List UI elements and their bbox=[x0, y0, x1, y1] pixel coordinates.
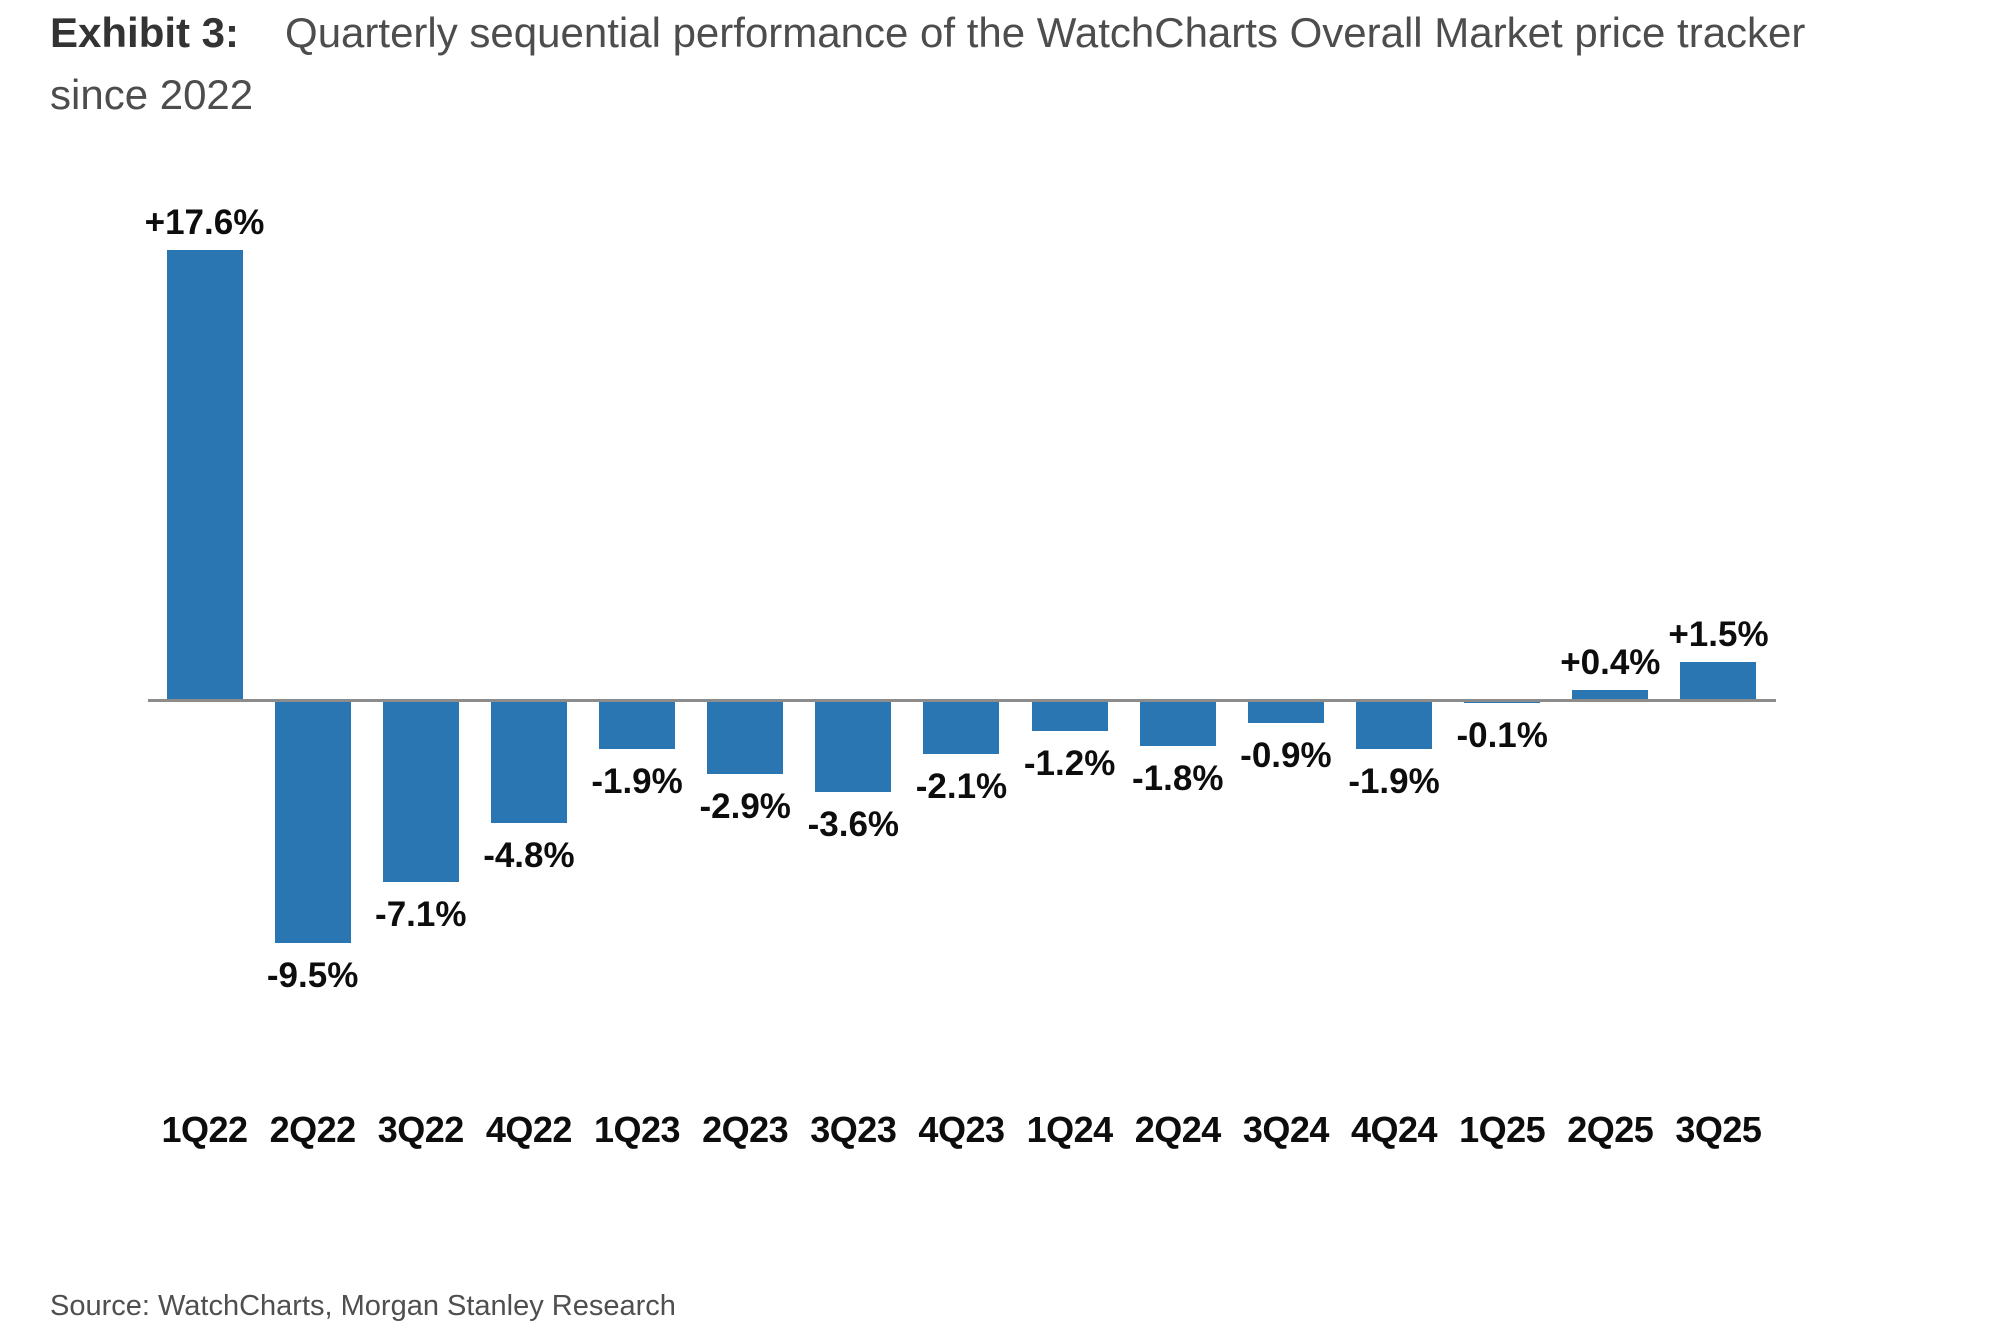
bar bbox=[599, 700, 676, 749]
bar-value-label: -1.9% bbox=[1348, 761, 1440, 801]
source-note: Source: WatchCharts, Morgan Stanley Rese… bbox=[50, 1290, 676, 1322]
bar bbox=[274, 700, 351, 943]
bar-value-label: -0.1% bbox=[1456, 715, 1548, 755]
bar bbox=[1680, 661, 1757, 700]
x-axis-label: 2Q23 bbox=[702, 1109, 789, 1150]
bar bbox=[1356, 700, 1433, 749]
bar bbox=[1031, 700, 1108, 731]
x-axis-label: 1Q22 bbox=[161, 1109, 248, 1150]
bar bbox=[166, 249, 243, 700]
page-title: Exhibit 3: Quarterly sequential performan… bbox=[50, 2, 1810, 126]
bar bbox=[490, 700, 567, 823]
x-axis-label: 4Q22 bbox=[485, 1109, 573, 1150]
bar-value-label: -1.9% bbox=[591, 761, 683, 801]
bar bbox=[707, 700, 784, 775]
bar-value-label: -0.9% bbox=[1240, 736, 1332, 775]
x-axis-label: 1Q23 bbox=[594, 1109, 681, 1150]
bar-value-label: -9.5% bbox=[266, 955, 359, 995]
bar bbox=[382, 700, 459, 882]
bar bbox=[1139, 700, 1216, 747]
bar-value-label: -7.1% bbox=[375, 894, 467, 934]
exhibit-number-label: Exhibit 3: bbox=[50, 9, 240, 56]
exhibit-title-text: Quarterly sequential performance of the … bbox=[50, 9, 1806, 118]
x-axis-label: 3Q25 bbox=[1675, 1109, 1762, 1150]
x-axis-label: 4Q24 bbox=[1350, 1109, 1438, 1150]
x-axis-label: 3Q23 bbox=[810, 1109, 897, 1150]
bar-value-label: -1.2% bbox=[1023, 743, 1116, 783]
bar-value-label: -1.8% bbox=[1132, 759, 1224, 799]
bar-value-label: -3.6% bbox=[807, 805, 900, 845]
bar-value-label: -4.8% bbox=[483, 835, 575, 875]
bar-value-label: -2.9% bbox=[699, 787, 791, 827]
bar-value-label: +1.5% bbox=[1668, 614, 1769, 654]
x-axis-label: 3Q22 bbox=[377, 1109, 465, 1150]
bar bbox=[1247, 700, 1324, 723]
bar bbox=[923, 700, 1000, 754]
bar-value-label: +0.4% bbox=[1560, 642, 1661, 682]
bar bbox=[1572, 689, 1649, 700]
bar bbox=[815, 700, 892, 793]
x-axis-label: 4Q23 bbox=[918, 1109, 1005, 1150]
x-axis-label: 1Q25 bbox=[1459, 1109, 1546, 1150]
bar-value-label: +17.6% bbox=[144, 202, 265, 242]
x-axis-label: 1Q24 bbox=[1026, 1109, 1114, 1150]
x-axis-label: 3Q24 bbox=[1242, 1109, 1330, 1150]
x-axis-label: 2Q22 bbox=[269, 1109, 357, 1150]
x-axis-label: 2Q25 bbox=[1567, 1109, 1654, 1150]
x-axis-label: 2Q24 bbox=[1134, 1109, 1222, 1150]
x-axis-line bbox=[148, 699, 1776, 702]
exhibit-header: Exhibit 3: Quarterly sequential performan… bbox=[50, 2, 1810, 126]
bar-value-label: -2.1% bbox=[915, 766, 1008, 806]
